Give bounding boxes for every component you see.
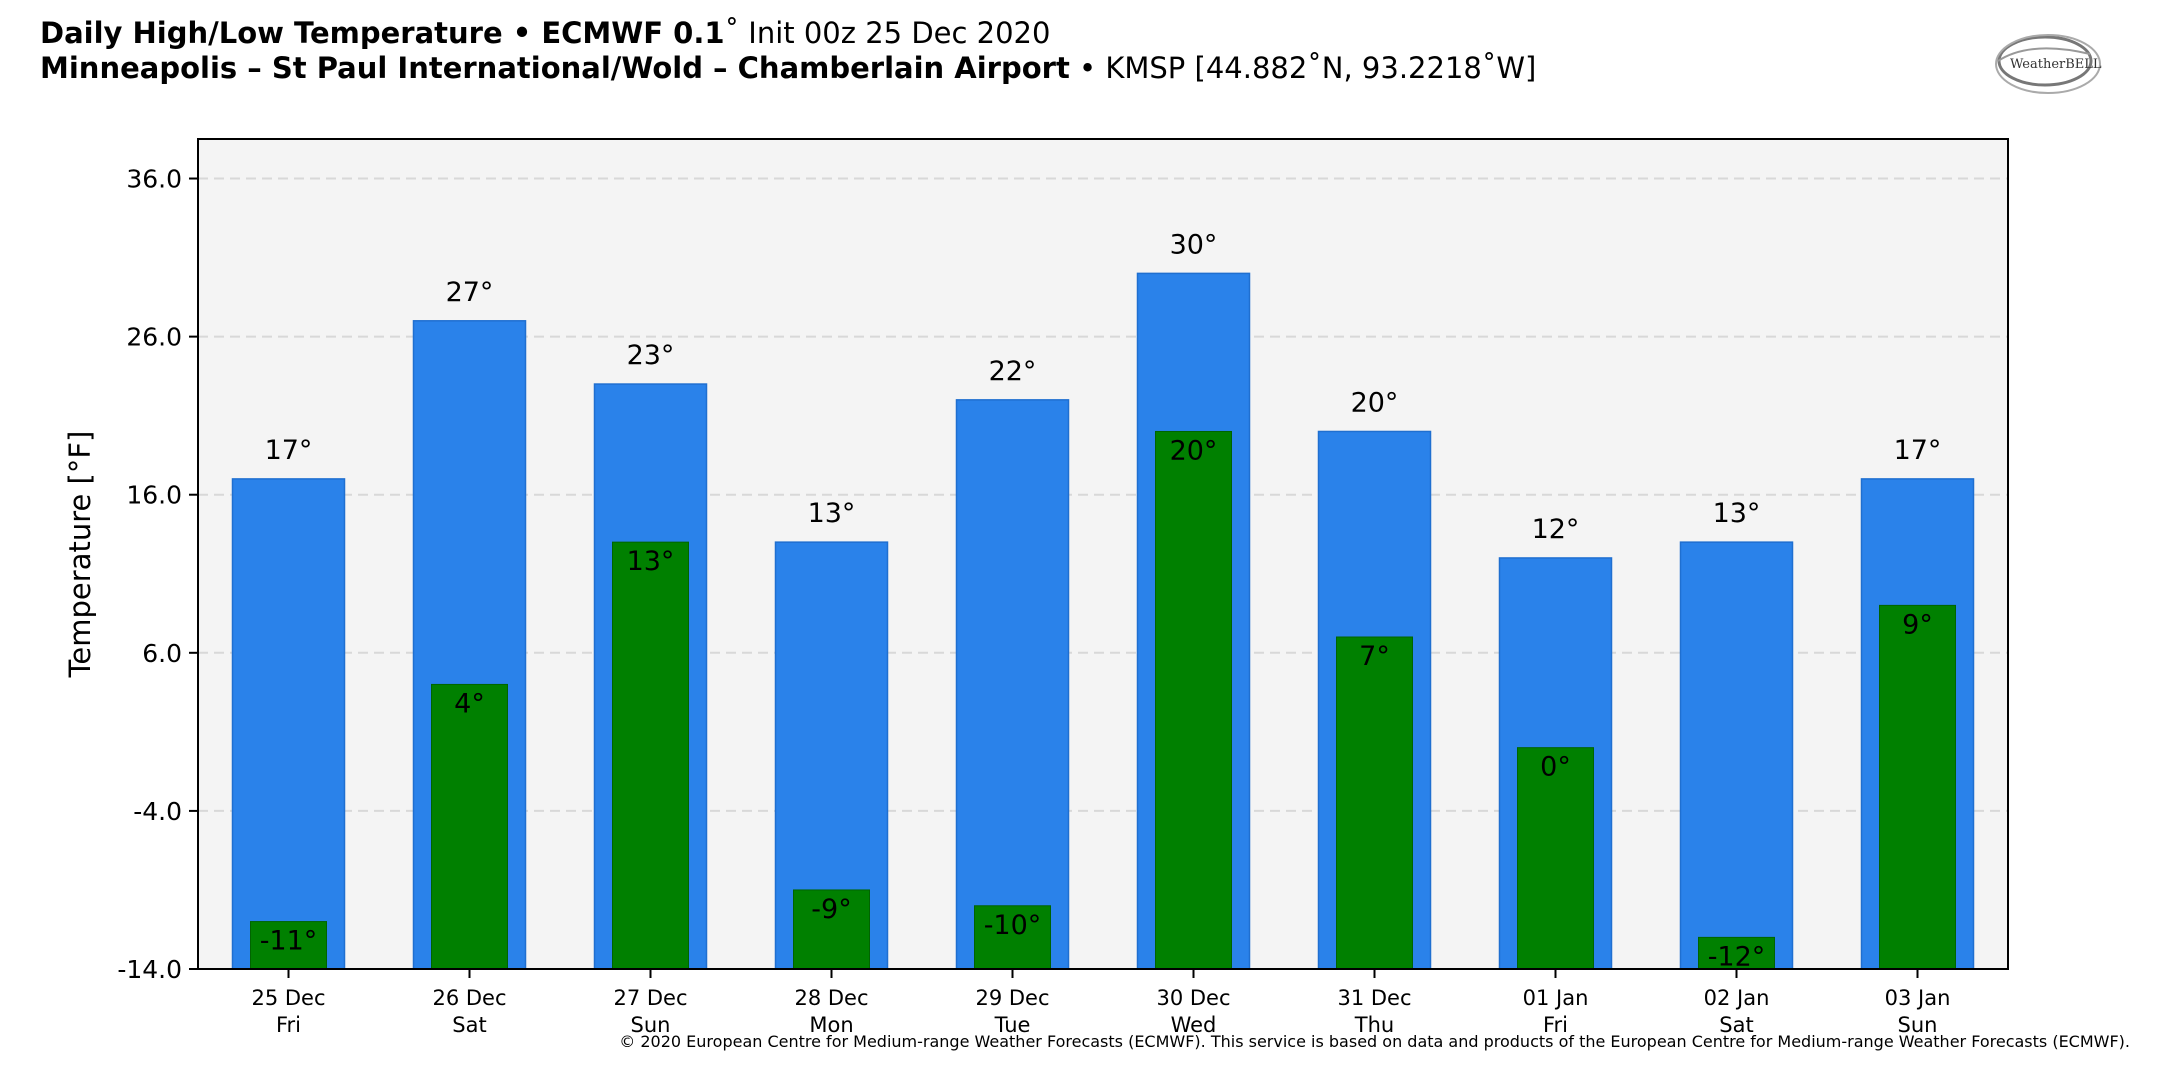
high-bar bbox=[955, 399, 1070, 970]
location-code: • KMSP [44.882˚N, 93.2218˚W] bbox=[1069, 50, 1537, 85]
y-tick-label: 16.0 bbox=[126, 481, 182, 510]
low-value-label: -10° bbox=[984, 910, 1042, 941]
value-labels: 17° -11° 27° 4° 23° 13° 13° -9° 22° -10° 30° 20° 20°… bbox=[260, 229, 1942, 972]
x-tick-label-date: 30 Dec bbox=[1156, 986, 1230, 1010]
high-value-label: 20° bbox=[1351, 387, 1399, 418]
x-axis: 25 Dec Fri 26 Dec Sat 27 Dec Sun 28 Dec Mon 29 D… bbox=[251, 969, 1950, 1037]
low-value-label: -11° bbox=[260, 926, 318, 957]
x-tick-label-date: 25 Dec bbox=[251, 986, 325, 1010]
high-value-label: 27° bbox=[446, 277, 494, 308]
low-bar bbox=[250, 921, 327, 970]
low-bar bbox=[1155, 430, 1232, 970]
x-tick-label-date: 02 Jan bbox=[1704, 986, 1770, 1010]
chart-subtitle: Minneapolis – St Paul International/Wold… bbox=[40, 51, 1536, 86]
high-value-label: 13° bbox=[1713, 498, 1761, 529]
low-bar bbox=[1336, 636, 1413, 970]
high-value-label: 12° bbox=[1532, 514, 1580, 545]
x-tick-label-date: 03 Jan bbox=[1885, 986, 1951, 1010]
low-bar bbox=[1879, 604, 1956, 970]
low-value-label: 9° bbox=[1902, 609, 1933, 640]
title-init: Init 00z 25 Dec 2020 bbox=[739, 16, 1051, 50]
x-tick-label-date: 28 Dec bbox=[794, 986, 868, 1010]
x-tick-label-day: Sat bbox=[1719, 1013, 1753, 1037]
chart-title: Daily High/Low Temperature • ECMWF 0.1˚ … bbox=[40, 16, 1536, 51]
low-bar bbox=[793, 889, 870, 970]
y-tick-label: 26.0 bbox=[126, 323, 182, 352]
logo-text: WeatherBELL bbox=[2010, 57, 2102, 72]
copyright-notice: © 2020 European Centre for Medium-range … bbox=[619, 1032, 2130, 1051]
title-bold: Daily High/Low Temperature • ECMWF 0.1 bbox=[40, 16, 725, 50]
low-bar bbox=[1517, 747, 1594, 970]
y-tick-label: -14.0 bbox=[117, 955, 182, 984]
low-bar bbox=[612, 541, 689, 970]
high-value-label: 17° bbox=[265, 435, 313, 466]
x-tick-label-date: 26 Dec bbox=[432, 986, 506, 1010]
low-value-label: 0° bbox=[1540, 752, 1571, 783]
x-tick-label-day: Sun bbox=[631, 1013, 671, 1037]
x-tick-label-day: Thu bbox=[1354, 1013, 1394, 1037]
x-tick-label-day: Wed bbox=[1171, 1013, 1217, 1037]
x-tick-label-day: Fri bbox=[1543, 1013, 1568, 1037]
high-value-label: 13° bbox=[808, 498, 856, 529]
high-value-label: 23° bbox=[627, 340, 675, 371]
weatherbell-logo: WeatherBELL bbox=[1995, 34, 2102, 94]
low-value-label: -9° bbox=[811, 894, 851, 925]
low-bar bbox=[974, 905, 1051, 970]
high-bar bbox=[231, 478, 346, 970]
y-axis: 36.0 26.0 16.0 6.0 -4.0 -14.0 bbox=[117, 165, 198, 984]
x-tick-label-day: Sun bbox=[1898, 1013, 1938, 1037]
high-value-label: 22° bbox=[989, 356, 1037, 387]
y-axis-label: Temperature [°F] bbox=[63, 431, 97, 679]
x-tick-label-date: 29 Dec bbox=[975, 986, 1049, 1010]
x-tick-label-date: 31 Dec bbox=[1337, 986, 1411, 1010]
chart-title-block: Daily High/Low Temperature • ECMWF 0.1˚ … bbox=[40, 16, 1536, 86]
x-tick-label-day: Sat bbox=[452, 1013, 486, 1037]
x-tick-label-date: 01 Jan bbox=[1523, 986, 1589, 1010]
low-value-label: -12° bbox=[1708, 941, 1766, 972]
bars bbox=[231, 272, 1975, 970]
y-tick-label: 6.0 bbox=[142, 639, 182, 668]
location-name: Minneapolis – St Paul International/Wold… bbox=[40, 50, 1070, 85]
low-value-label: 4° bbox=[454, 688, 485, 719]
x-tick-label-day: Fri bbox=[276, 1013, 301, 1037]
high-bar bbox=[1679, 541, 1794, 970]
y-tick-label: -4.0 bbox=[133, 797, 182, 826]
low-value-label: 7° bbox=[1359, 641, 1390, 672]
low-value-label: 20° bbox=[1170, 435, 1218, 466]
x-tick-label-date: 27 Dec bbox=[613, 986, 687, 1010]
high-value-label: 30° bbox=[1170, 229, 1218, 260]
low-bar bbox=[1698, 936, 1775, 970]
high-value-label: 17° bbox=[1894, 435, 1942, 466]
low-value-label: 13° bbox=[627, 546, 675, 577]
x-tick-label-day: Mon bbox=[809, 1013, 853, 1037]
x-tick-label-day: Tue bbox=[994, 1013, 1031, 1037]
plot-frame bbox=[197, 138, 2009, 970]
title-degree: ˚ bbox=[724, 16, 740, 50]
low-bar bbox=[431, 683, 508, 970]
y-tick-label: 36.0 bbox=[126, 165, 182, 194]
